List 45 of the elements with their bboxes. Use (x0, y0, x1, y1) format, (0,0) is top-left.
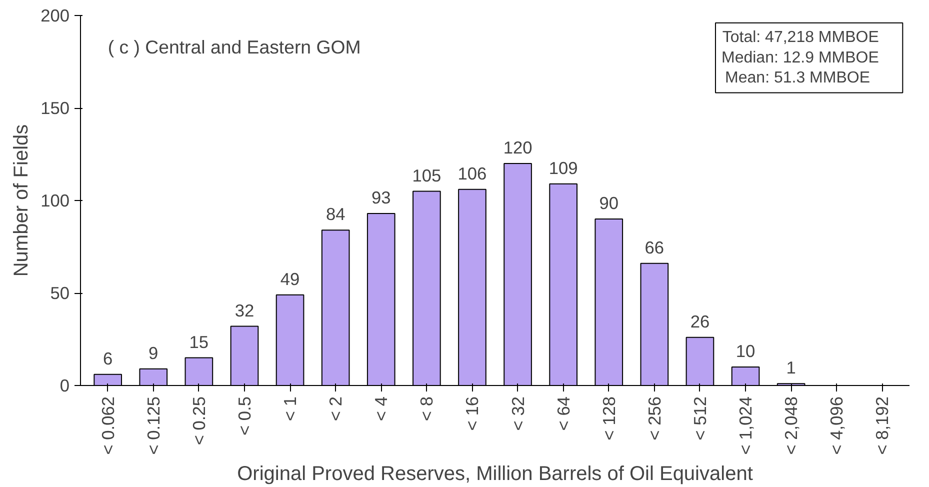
y-tick-label: 150 (40, 98, 70, 118)
x-tick-label: < 0.5 (234, 396, 254, 436)
data-label: 90 (599, 193, 619, 213)
data-label: 26 (690, 311, 710, 332)
data-label: 32 (234, 300, 254, 320)
x-tick-label: < 4 (371, 396, 392, 422)
x-tick-label: < 8 (416, 396, 437, 422)
data-label: 109 (548, 158, 578, 178)
annotation: Total: 47,218 MMBOE (722, 28, 879, 46)
y-axis-title: Number of Fields (10, 124, 33, 277)
x-tick-label: < 32 (508, 396, 528, 431)
data-label: 106 (458, 163, 487, 184)
x-tick-label: < 4,096 (826, 396, 847, 455)
annotation: Median: 12.9 MMBOE (721, 49, 879, 66)
data-label: 84 (326, 204, 346, 224)
annotation: ( c ) Central and Eastern GOM (108, 36, 361, 58)
x-tick-label: < 0.25 (188, 396, 209, 446)
y-tick-label: 50 (50, 283, 70, 303)
x-tick-label: < 128 (598, 396, 619, 440)
data-label: 93 (371, 187, 391, 208)
y-tick-label: 0 (60, 376, 70, 396)
x-tick-label: < 0.125 (143, 396, 164, 455)
y-tick-label: 100 (40, 190, 70, 210)
data-label: 49 (280, 268, 300, 289)
y-tick-label: 200 (40, 6, 70, 26)
x-tick-label: < 256 (644, 396, 664, 440)
x-axis-title: Original Proved Reserves, Million Barrels of Oil Equivalent (237, 462, 754, 485)
data-label: 10 (736, 341, 756, 361)
data-label: 105 (412, 165, 442, 186)
x-tick-label: < 0.062 (98, 396, 118, 455)
annotation: Mean: 51.3 MMBOE (725, 70, 870, 87)
x-tick-label: < 8,192 (872, 396, 892, 455)
x-tick-label: < 16 (462, 396, 482, 431)
data-label: 66 (644, 237, 664, 258)
data-label: 6 (103, 348, 113, 368)
data-label: 9 (148, 342, 158, 363)
x-tick-label: < 64 (553, 396, 574, 431)
x-tick-label: < 1 (280, 396, 300, 422)
data-label: 120 (503, 138, 532, 158)
data-label: 15 (189, 332, 209, 352)
x-tick-label: < 512 (690, 396, 710, 440)
data-label: 1 (786, 358, 796, 378)
x-tick-label: < 2 (326, 396, 346, 422)
x-tick-label: < 2,048 (781, 396, 802, 455)
x-tick-label: < 1,024 (736, 396, 756, 455)
